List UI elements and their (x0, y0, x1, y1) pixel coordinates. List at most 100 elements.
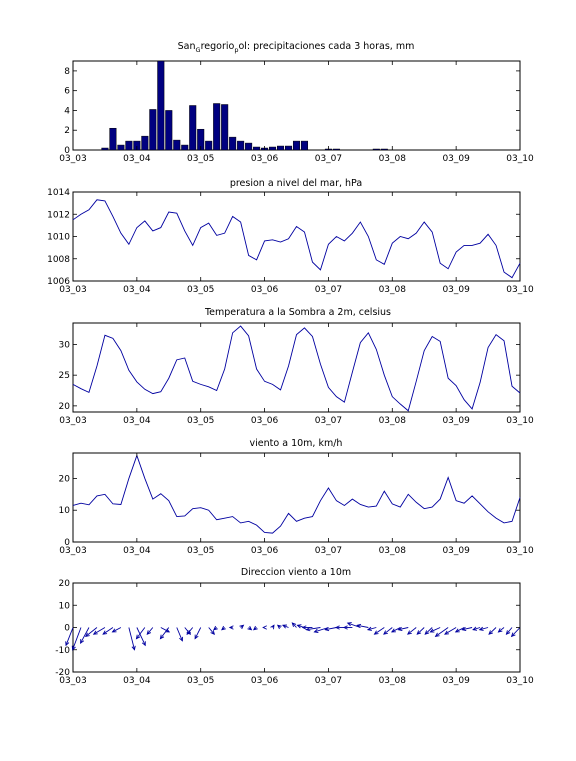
wind-arrow-head (210, 630, 215, 635)
wind-arrow (208, 627, 215, 635)
wind-arrow (497, 627, 505, 633)
bar (109, 127, 117, 151)
x-tick-label: 03_04 (123, 416, 151, 426)
wind-arrow-head (270, 624, 275, 630)
x-tick-label: 03_10 (506, 416, 534, 426)
x-tick-label: 03_03 (59, 285, 86, 295)
wind-arrow (92, 627, 106, 635)
wind-arrow (434, 627, 449, 637)
x-tick-label: 03_08 (379, 546, 407, 556)
x-tick-label: 03_05 (187, 285, 214, 295)
wind-arrow-head (221, 625, 226, 631)
wind-arrow (281, 624, 289, 629)
bar (253, 146, 261, 151)
wind-arrow-head (131, 645, 136, 651)
y-tick-label: 1014 (47, 188, 70, 198)
y-tick-label: 25 (59, 371, 70, 381)
wind-arrow-head (252, 625, 258, 631)
x-tick-label: 03_04 (123, 676, 151, 686)
wind-arrow-shaft (80, 627, 90, 644)
chart-title: viento a 10m, km/h (250, 438, 343, 449)
wind-arrow-shaft (472, 627, 481, 631)
axes: 03_03 03_04 03_05 03_06 03_07 03_08 03_09 03_10… (59, 323, 534, 426)
bar (245, 142, 253, 151)
wind-arrow-shaft (506, 627, 513, 635)
x-tick-label: 03_08 (379, 285, 407, 295)
wind-arrow (213, 625, 218, 631)
wind-arrow-head (444, 630, 449, 635)
bar (372, 148, 380, 151)
bar (332, 148, 340, 151)
x-tick-label: 03_06 (251, 285, 279, 295)
wind-arrow (472, 626, 481, 631)
wind-arrow-shaft (85, 627, 98, 637)
pressure-panel: presion a nivel del mar, hPa 03_03 03_04 0… (47, 178, 534, 295)
plot-frame (72, 191, 521, 282)
wind-arrow (176, 627, 184, 642)
wind-arrow-head (488, 630, 493, 635)
wind-arrow (454, 627, 465, 633)
bar (189, 105, 197, 151)
wind-arrow (135, 627, 146, 640)
wind-arrow (291, 622, 297, 628)
wind-arrow-head (146, 630, 152, 635)
wind-arrow (252, 625, 258, 631)
chart-title: Temperatura a la Sombra a 2m, celsius (204, 307, 391, 318)
wind-arrow-shaft (146, 627, 154, 635)
wind-arrow-head (305, 627, 311, 632)
x-tick-label: 03_03 (59, 676, 86, 686)
wind-arrow-shaft (511, 627, 521, 637)
wind-arrow (383, 627, 393, 635)
x-tick-label: 03_03 (59, 416, 86, 426)
wind-arrow-head (390, 628, 396, 633)
chart-title: Direccion viento a 10m (241, 567, 351, 578)
wind-arrow (324, 626, 337, 632)
x-tick-label: 03_05 (187, 676, 214, 686)
wind-arrow-head (472, 626, 478, 631)
wind-arrow (461, 626, 473, 632)
bar (213, 103, 221, 151)
wind-arrow-head (346, 622, 352, 627)
y-tick-label: 10 (59, 601, 71, 611)
wind-arrow-head (262, 625, 267, 630)
x-tick-label: 03_09 (442, 676, 470, 686)
wind-arrow (407, 627, 417, 635)
wind-arrow (159, 627, 170, 640)
axes: 03_03 03_04 03_05 03_06 03_07 03_08 03_09 03_10… (59, 453, 534, 556)
wind-arrow-head (461, 626, 467, 632)
bar (237, 140, 245, 151)
wind-arrow (444, 627, 457, 635)
wind-arrow-head (291, 622, 297, 627)
wind-arrow (71, 627, 82, 651)
y-tick-label: 0 (64, 146, 70, 156)
wind-arrow (136, 627, 146, 647)
wind-arrow (366, 626, 377, 631)
wind-arrow-head (407, 630, 412, 635)
wind-arrow-head (342, 625, 348, 630)
wind-arrow-head (510, 632, 516, 638)
y-tick-label: 6 (64, 87, 70, 97)
wind-arrow-head (276, 624, 282, 630)
wind-arrow-head (247, 625, 253, 631)
wind-arrow-head (135, 634, 141, 640)
plot-frame (72, 452, 521, 543)
bar (221, 104, 229, 151)
wind-arrow-shaft (176, 627, 183, 642)
wind-arrow-head (334, 625, 340, 630)
series-line (72, 199, 521, 279)
bar-series (101, 60, 388, 151)
axes: 03_03 03_04 03_05 03_06 03_07 03_08 03_09 03_10… (47, 188, 534, 295)
wind-arrow (239, 624, 245, 630)
x-tick-label: 03_08 (379, 416, 407, 426)
wind-arrow-shaft (367, 627, 377, 631)
bar (300, 140, 309, 151)
wind-arrow-head (111, 628, 117, 633)
y-tick-label: 2 (64, 126, 70, 136)
wind-arrow-shaft (357, 624, 369, 628)
bar (101, 147, 109, 151)
wind-arrow (305, 627, 321, 632)
wind-arrow (84, 627, 98, 638)
wind-arrow-head (102, 630, 108, 635)
y-tick-label: -10 (55, 646, 70, 656)
y-tick-label: 1006 (47, 277, 70, 287)
